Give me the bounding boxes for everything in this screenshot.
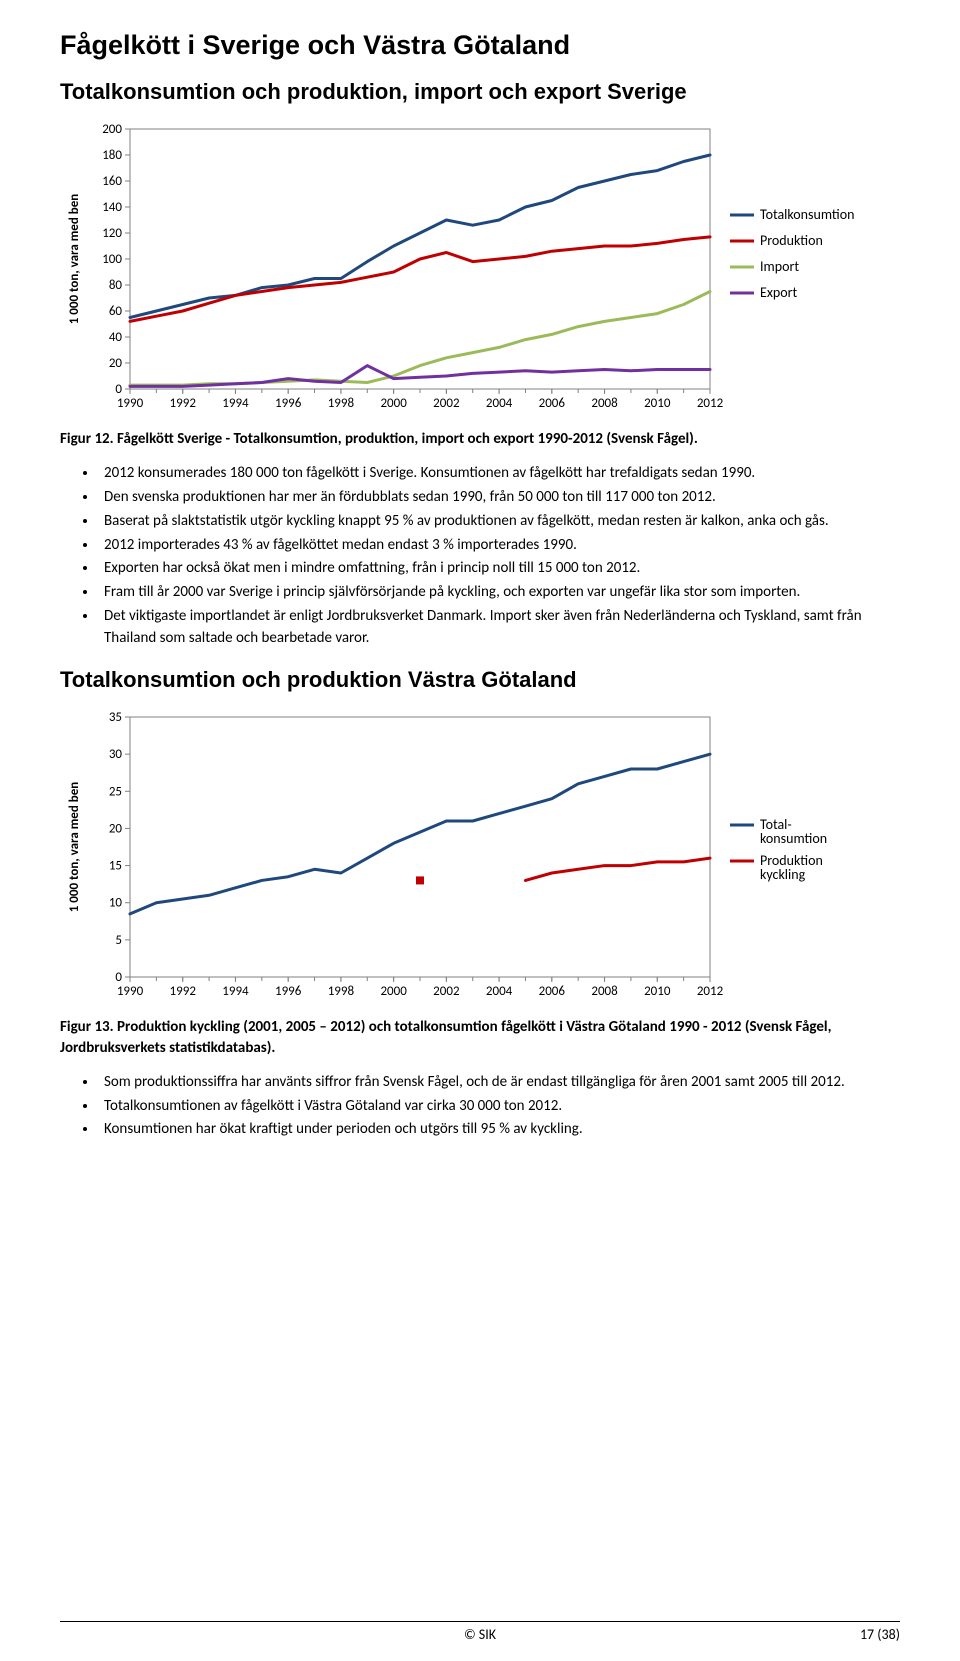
svg-text:2008: 2008	[591, 984, 618, 999]
svg-text:1 000 ton, vara med ben: 1 000 ton, vara med ben	[67, 194, 82, 324]
footer-page-number: 17 (38)	[860, 1626, 900, 1643]
svg-text:15: 15	[109, 859, 122, 874]
svg-text:1998: 1998	[328, 396, 355, 411]
svg-text:35: 35	[109, 710, 122, 725]
bullet-item: Fram till år 2000 var Sverige i princip …	[98, 582, 900, 604]
svg-text:1990: 1990	[117, 396, 144, 411]
bullet-item: Den svenska produktionen har mer än förd…	[98, 487, 900, 509]
svg-text:1996: 1996	[275, 396, 302, 411]
chart2-svg: 0 5 10 15 20 25 30 35 1990 1992 1994 1996 1998 2000 20…	[60, 707, 880, 1007]
svg-text:2006: 2006	[539, 396, 566, 411]
section1-title: Totalkonsumtion och produktion, import o…	[60, 79, 900, 105]
svg-text:1994: 1994	[222, 396, 249, 411]
svg-text:2010: 2010	[644, 396, 671, 411]
page-footer: © SIK 17 (38)	[60, 1621, 900, 1643]
svg-text:10: 10	[109, 896, 123, 911]
svg-text:2000: 2000	[380, 396, 407, 411]
svg-text:1990: 1990	[117, 984, 144, 999]
svg-text:2004: 2004	[486, 984, 513, 999]
bullets2-list: Som produktionssiffra har använts siffro…	[98, 1072, 900, 1141]
svg-text:2012: 2012	[697, 984, 724, 999]
svg-text:2006: 2006	[539, 984, 566, 999]
svg-text:Import: Import	[760, 258, 799, 275]
svg-text:200: 200	[102, 122, 122, 137]
svg-text:2010: 2010	[644, 984, 671, 999]
svg-text:1992: 1992	[170, 984, 197, 999]
svg-text:25: 25	[109, 785, 122, 800]
svg-text:60: 60	[109, 304, 123, 319]
svg-text:2008: 2008	[591, 396, 618, 411]
footer-center: © SIK	[464, 1626, 496, 1643]
bullet-item: Baserat på slaktstatistik utgör kyckling…	[98, 511, 900, 533]
svg-text:140: 140	[102, 200, 122, 215]
bullet-item: Det viktigaste importlandet är enligt Jo…	[98, 606, 900, 650]
svg-text:5: 5	[115, 933, 122, 948]
figure2-caption: Figur 13. Produktion kyckling (2001, 200…	[60, 1017, 900, 1058]
svg-text:1 000 ton, vara med ben: 1 000 ton, vara med ben	[67, 782, 82, 912]
section2-title: Totalkonsumtion och produktion Västra Gö…	[60, 667, 900, 693]
svg-text:160: 160	[102, 174, 122, 189]
svg-text:1992: 1992	[170, 396, 197, 411]
bullet-item: Som produktionssiffra har använts siffro…	[98, 1072, 900, 1094]
svg-text:1994: 1994	[222, 984, 249, 999]
svg-text:20: 20	[109, 822, 123, 837]
figure1-caption: Figur 12. Fågelkött Sverige - Totalkonsu…	[60, 429, 900, 449]
bullet-item: 2012 konsumerades 180 000 ton fågelkött …	[98, 463, 900, 485]
svg-text:Export: Export	[760, 284, 798, 301]
bullet-item: Konsumtionen har ökat kraftigt under per…	[98, 1119, 900, 1141]
svg-text:2002: 2002	[433, 396, 460, 411]
svg-text:kyckling: kyckling	[760, 866, 806, 883]
svg-text:2002: 2002	[433, 984, 460, 999]
svg-text:30: 30	[109, 747, 123, 762]
svg-text:40: 40	[109, 330, 123, 345]
svg-text:0: 0	[115, 382, 122, 397]
chart1-svg: 0 20 40 60 80 100 120 140 160 180 200 1990 1992 1994 1…	[60, 119, 880, 419]
svg-text:1998: 1998	[328, 984, 355, 999]
svg-text:120: 120	[102, 226, 122, 241]
svg-text:1996: 1996	[275, 984, 302, 999]
svg-text:180: 180	[102, 148, 122, 163]
bullet-item: Totalkonsumtionen av fågelkött i Västra …	[98, 1096, 900, 1118]
svg-text:Totalkonsumtion: Totalkonsumtion	[760, 206, 854, 223]
svg-text:2004: 2004	[486, 396, 513, 411]
bullet-item: Exporten har också ökat men i mindre omf…	[98, 558, 900, 580]
svg-text:konsumtion: konsumtion	[760, 830, 827, 847]
chart1-block: 0 20 40 60 80 100 120 140 160 180 200 1990 1992 1994 1…	[60, 119, 900, 419]
svg-text:20: 20	[109, 356, 123, 371]
chart2-block: 0 5 10 15 20 25 30 35 1990 1992 1994 1996 1998 2000 20…	[60, 707, 900, 1007]
svg-text:2000: 2000	[380, 984, 407, 999]
svg-text:Produktion: Produktion	[760, 232, 823, 249]
svg-text:80: 80	[109, 278, 123, 293]
page-container: Fågelkött i Sverige och Västra Götaland …	[0, 0, 960, 1661]
svg-text:2012: 2012	[697, 396, 724, 411]
svg-text:100: 100	[102, 252, 122, 267]
bullet-item: 2012 importerades 43 % av fågelköttet me…	[98, 535, 900, 557]
svg-text:0: 0	[115, 970, 122, 985]
page-title: Fågelkött i Sverige och Västra Götaland	[60, 30, 900, 61]
bullets1-list: 2012 konsumerades 180 000 ton fågelkött …	[98, 463, 900, 649]
